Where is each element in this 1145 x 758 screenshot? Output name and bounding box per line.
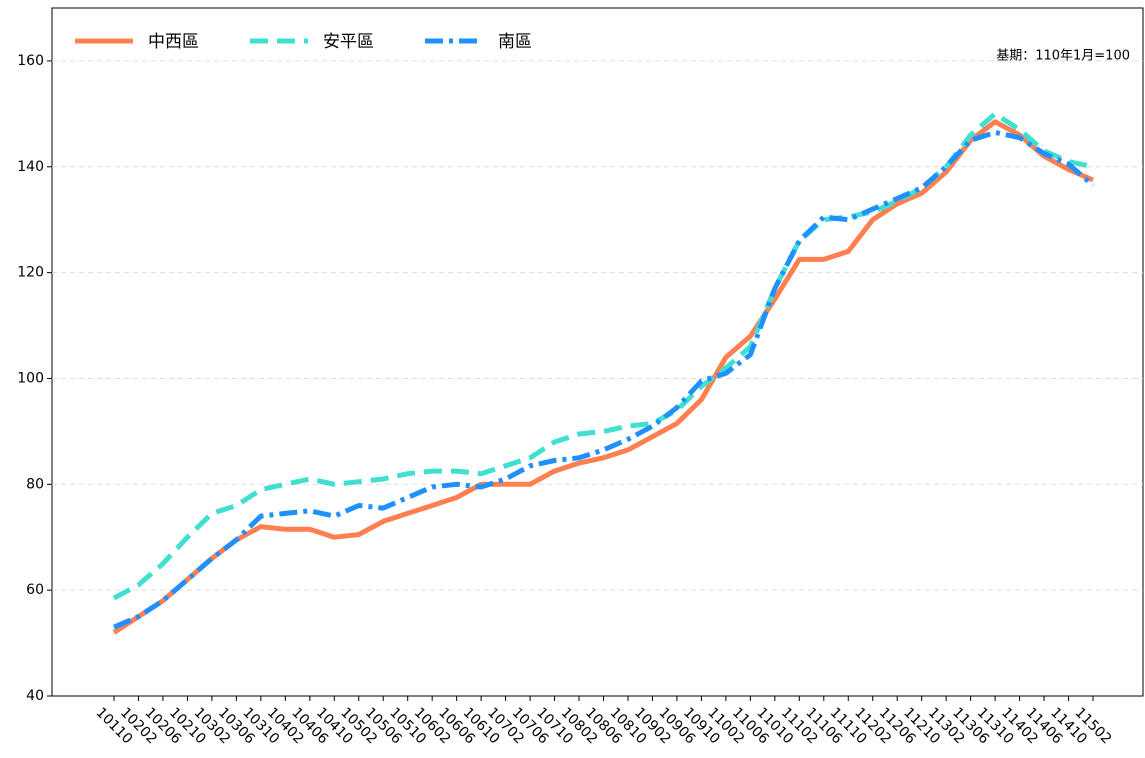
y-tick-label: 60 <box>26 582 44 598</box>
y-tick-label: 80 <box>26 476 44 492</box>
plot-frame <box>51 7 1144 697</box>
y-tick-label: 100 <box>17 370 44 386</box>
series-line <box>113 129 1095 630</box>
annotation: 基期：110年1月=100 <box>996 49 1130 64</box>
legend-label: 中西區 <box>148 32 199 52</box>
legend-label: 南區 <box>498 32 532 52</box>
y-tick-label: 120 <box>17 265 44 281</box>
y-tick-label: 140 <box>17 159 44 175</box>
series-line <box>112 119 1094 635</box>
y-tick-label: 40 <box>26 688 44 704</box>
y-tick-label: 160 <box>17 53 44 69</box>
legend-label: 安平區 <box>323 32 374 52</box>
